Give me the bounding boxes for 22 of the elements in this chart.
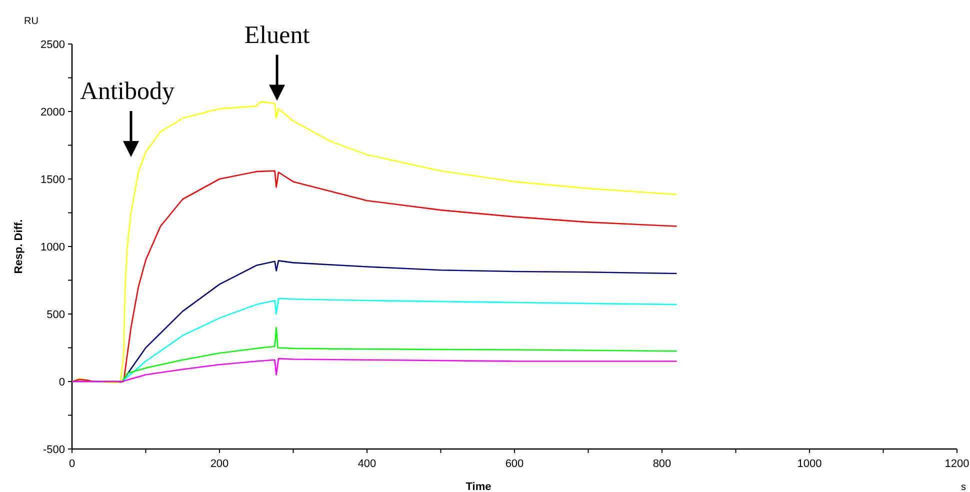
- text: RU: [24, 16, 38, 27]
- y-tick-label: 0: [58, 376, 65, 388]
- line-series: [71, 358, 678, 382]
- y-tick-label: 2500: [40, 39, 65, 51]
- y-tick-label: 1000: [40, 242, 65, 254]
- y-tick-label: 1500: [40, 174, 65, 186]
- y-axis-title: Resp. Diff.: [13, 219, 25, 274]
- x-tick-label: 600: [505, 458, 524, 470]
- x-axis-title: Time: [466, 481, 492, 492]
- x-tick-label: 800: [652, 458, 672, 470]
- x-tick-label: 1000: [797, 458, 822, 470]
- y-tick-label: 500: [46, 309, 65, 321]
- annotation: Antibody: [80, 78, 175, 105]
- x-tick-label: 200: [210, 458, 229, 470]
- x-tick-label: 400: [358, 458, 376, 470]
- line-series: [71, 170, 678, 383]
- x-tick-label: 0: [68, 458, 76, 470]
- text: s: [961, 482, 966, 492]
- annotation: Eluent: [244, 22, 310, 49]
- x-tick-label: 1200: [944, 458, 970, 470]
- y-tick-label: -500: [42, 444, 65, 456]
- y-tick-label: 2000: [40, 106, 65, 118]
